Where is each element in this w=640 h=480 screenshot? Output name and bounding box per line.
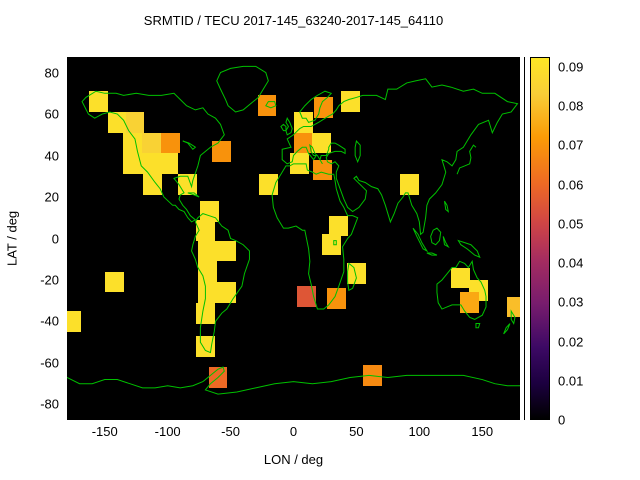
plot-right-edge-line <box>524 57 525 420</box>
heatmap-cell <box>159 153 179 175</box>
colorbar-tick-labels: 0 0.01 0.02 0.03 0.04 0.05 0.06 0.07 0.08 0.09 <box>554 57 614 427</box>
y-tick-label: 60 <box>44 106 59 122</box>
heatmap-cell <box>195 219 215 241</box>
y-tick-label: -60 <box>40 355 59 371</box>
heatmap-cell <box>313 159 332 181</box>
heatmap-cell <box>107 111 127 133</box>
heatmap-cell <box>143 174 162 195</box>
heatmap-cell <box>160 132 180 154</box>
heatmap-cell <box>258 174 278 195</box>
heatmap-cell <box>460 292 480 314</box>
heatmap-cell <box>340 91 360 112</box>
heatmap-cell <box>506 296 520 318</box>
heatmap-cell <box>89 91 108 112</box>
heatmap-cell <box>212 141 232 162</box>
colorbar-tick-label: 0.07 <box>558 137 584 153</box>
x-tick-label: -100 <box>154 424 181 439</box>
x-tick-label: -50 <box>221 424 240 439</box>
colorbar-tick-label: 0.09 <box>558 59 584 75</box>
y-tick-label: 80 <box>44 65 59 81</box>
heatmap-cell <box>294 111 313 133</box>
heatmap-cell <box>346 263 366 285</box>
coastline-antarctica-japan <box>67 145 520 394</box>
heatmap-cell <box>326 288 346 310</box>
heatmap-cell <box>321 234 341 256</box>
y-tick-label: -80 <box>40 396 59 412</box>
heatmap-cell <box>451 267 471 289</box>
y-tick-label: -20 <box>40 272 59 288</box>
colorbar-tick-label: 0.01 <box>558 373 584 389</box>
x-tick-label: 100 <box>408 424 431 439</box>
colorbar-tick-label: 0.08 <box>558 98 584 114</box>
coastline-islands <box>183 91 515 334</box>
colorbar-tick-label: 0.02 <box>558 334 584 349</box>
heatmap-cell <box>195 302 215 324</box>
chart-title: SRMTID / TECU 2017-145_63240-2017-145_64… <box>143 13 444 28</box>
heatmap-cell <box>311 132 331 154</box>
y-tick-label: 40 <box>44 148 59 164</box>
heatmap-cell <box>198 282 218 303</box>
heatmap-cell <box>399 174 419 195</box>
heatmap-cell <box>141 132 161 154</box>
y-tick-label: 0 <box>51 231 59 246</box>
heatmap-cell <box>217 240 237 262</box>
heatmap-cell <box>296 286 316 307</box>
y-axis-tick-labels: 80 60 40 20 0 -20 -40 -60 -80 <box>18 57 63 420</box>
heatmap-cell <box>105 271 125 293</box>
colorbar-tick-label: 0.04 <box>558 255 584 271</box>
x-tick-label: -150 <box>91 424 118 439</box>
coastline-continents <box>82 66 517 352</box>
heatmap-cell <box>125 111 145 133</box>
heatmap-cell-layer <box>67 57 520 420</box>
colorbar <box>530 57 550 420</box>
colorbar-tick-label: 0.06 <box>558 177 584 193</box>
heatmap-cell <box>67 311 82 332</box>
x-tick-label: 0 <box>289 424 298 439</box>
coastline-map <box>67 57 520 420</box>
heatmap-cell <box>329 215 349 237</box>
heatmap-cell <box>198 240 218 262</box>
heatmap-cell <box>178 174 198 195</box>
heatmap-cell <box>122 153 142 175</box>
x-tick-label: 150 <box>471 424 494 439</box>
x-axis-tick-labels: -150 -100 -50 0 50 100 150 <box>67 424 520 442</box>
y-tick-label: -40 <box>40 313 59 329</box>
heatmap-cell <box>141 153 161 175</box>
colorbar-tick-label: 0.05 <box>558 216 584 232</box>
x-tick-label: 50 <box>349 424 364 439</box>
heatmap-cell <box>294 132 313 154</box>
heatmap-cell <box>217 282 237 303</box>
plot-area <box>67 57 520 420</box>
colorbar-tick-label: 0 <box>558 412 566 428</box>
colorbar-tick-label: 0.03 <box>558 294 584 310</box>
x-axis-label: LON / deg <box>263 452 324 467</box>
y-tick-label: 20 <box>44 189 59 205</box>
